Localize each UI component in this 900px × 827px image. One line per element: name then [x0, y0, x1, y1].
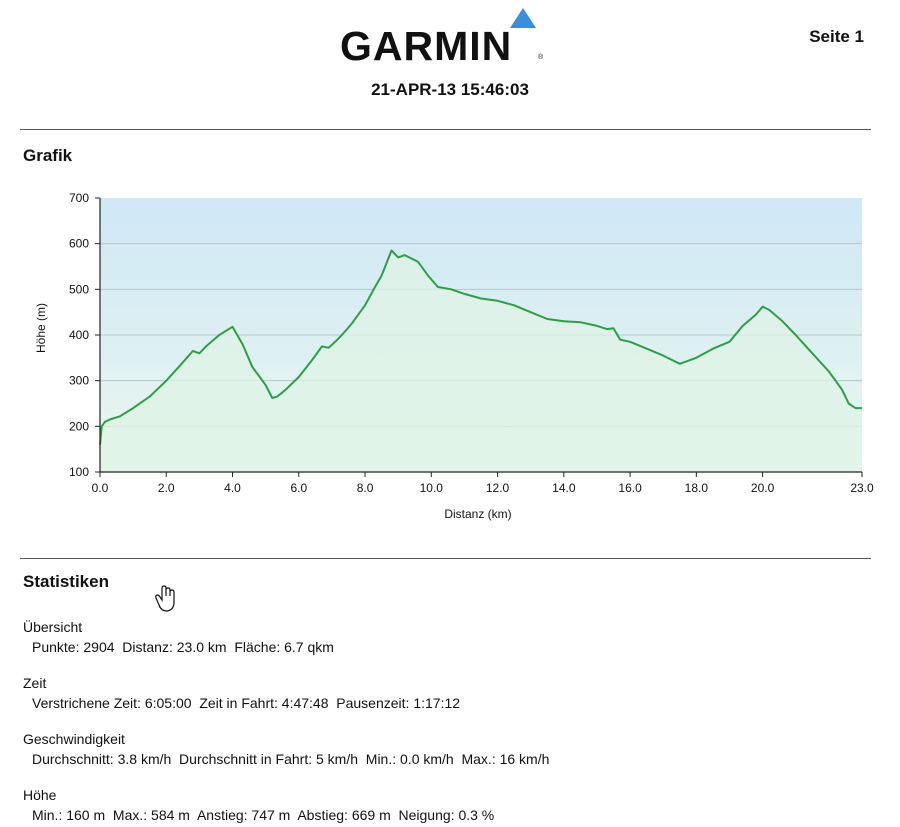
stats-section-title: Statistiken — [23, 572, 109, 591]
logo-wordmark: GARMIN — [340, 23, 513, 69]
x-tick-label: 2.0 — [158, 481, 175, 495]
garmin-logo: GARMIN ® — [340, 4, 550, 70]
divider-top — [20, 129, 871, 130]
report-date: 21-APR-13 15:46:03 — [371, 80, 529, 99]
elevation-profile-chart: 100 200 300 400 500 600 700 0.0 2.0 4.0 6.0 8.0 10.0… — [34, 191, 874, 521]
x-tick-label: 4.0 — [224, 481, 241, 495]
x-tick-label: 8.0 — [357, 481, 374, 495]
y-tick-label: 500 — [69, 282, 89, 296]
y-axis-label: Höhe (m) — [34, 303, 48, 353]
stats-time: Zeit Verstrichene Zeit: 6:05:00 Zeit in … — [23, 673, 460, 713]
x-tick-label: 12.0 — [486, 481, 510, 495]
registered-mark: ® — [538, 54, 544, 61]
overview-heading: Übersicht — [23, 619, 83, 635]
x-axis-label: Distanz (km) — [444, 507, 511, 521]
stats-overview: Übersicht Punkte: 2904 Distanz: 23.0 km … — [23, 617, 334, 657]
triangle-logo-icon — [510, 8, 536, 28]
speed-heading: Geschwindigkeit — [23, 731, 125, 747]
elevation-area — [100, 250, 862, 472]
time-heading: Zeit — [23, 675, 47, 691]
y-tick-label: 700 — [69, 191, 89, 205]
stats-speed: Geschwindigkeit Durchschnitt: 3.8 km/h D… — [23, 729, 549, 769]
time-line: Verstrichene Zeit: 6:05:00 Zeit in Fahrt… — [32, 695, 461, 711]
x-tick-label: 23.0 — [850, 481, 874, 495]
x-tick-label: 16.0 — [618, 481, 642, 495]
elevation-heading: Höhe — [23, 787, 57, 803]
elevation-line: Min.: 160 m Max.: 584 m Anstieg: 747 m A… — [32, 807, 495, 823]
elevation-line — [99, 249, 862, 445]
speed-line: Durchschnitt: 3.8 km/h Durchschnitt in F… — [32, 751, 550, 767]
divider-middle — [20, 558, 871, 559]
x-tick-label: 14.0 — [552, 481, 576, 495]
x-tick-label: 0.0 — [92, 481, 109, 495]
page-number: Seite 1 — [809, 27, 864, 46]
overview-line: Punkte: 2904 Distanz: 23.0 km Fläche: 6.… — [32, 639, 334, 655]
hand-cursor-icon — [155, 585, 175, 612]
graph-section-title: Grafik — [23, 146, 73, 165]
y-tick-label: 400 — [69, 328, 89, 342]
x-tick-label: 6.0 — [290, 481, 307, 495]
y-tick-label: 200 — [69, 419, 89, 433]
x-tick-label: 20.0 — [751, 481, 775, 495]
y-tick-label: 600 — [69, 237, 89, 251]
x-tick-label: 18.0 — [685, 481, 709, 495]
x-tick-label: 10.0 — [420, 481, 444, 495]
y-tick-label: 300 — [69, 374, 89, 388]
y-tick-label: 100 — [69, 465, 89, 479]
stats-elevation: Höhe Min.: 160 m Max.: 584 m Anstieg: 74… — [23, 785, 494, 825]
